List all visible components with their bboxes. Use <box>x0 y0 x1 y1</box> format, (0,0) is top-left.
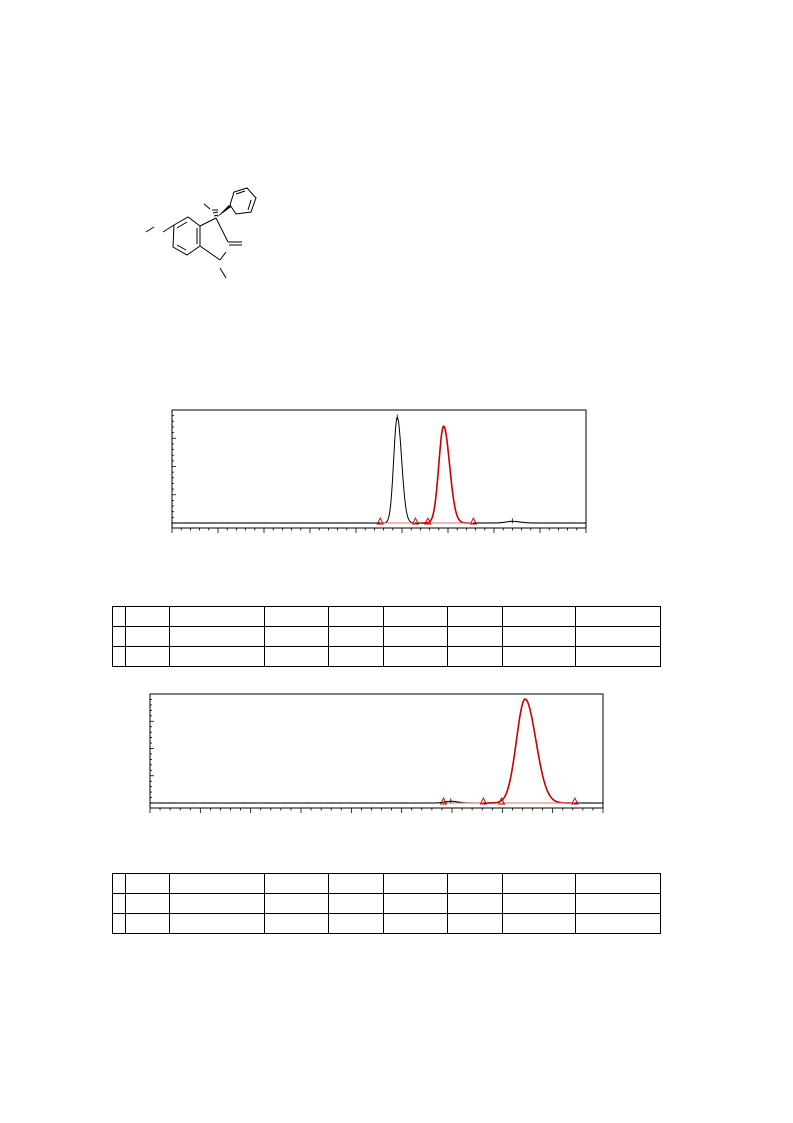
plot-frame <box>171 409 587 529</box>
integration-marker <box>479 796 488 805</box>
integrated-peak <box>486 698 573 804</box>
table-cell <box>169 893 265 914</box>
table-cell <box>447 913 503 934</box>
table-cell <box>328 913 384 934</box>
table-cell <box>575 646 661 667</box>
plot-frame <box>149 693 604 809</box>
integration-marker <box>376 516 384 525</box>
table-cell <box>502 913 576 934</box>
table-cell <box>383 873 448 894</box>
chromatogram-trace <box>149 698 604 804</box>
table-cell <box>575 893 661 914</box>
table-cell <box>502 873 576 894</box>
table-cell <box>125 913 170 934</box>
chromatogram-trace <box>171 417 587 524</box>
table-row <box>112 646 661 667</box>
table-row <box>112 893 661 914</box>
results-table-1 <box>112 606 661 667</box>
table-cell <box>112 893 126 914</box>
integration-marker <box>497 796 506 805</box>
integration-marker <box>571 796 579 805</box>
table-cell <box>264 893 329 914</box>
table-cell <box>328 893 384 914</box>
table-cell <box>112 913 126 934</box>
table-cell <box>125 893 170 914</box>
table-row <box>112 873 661 894</box>
integration-marker <box>424 516 432 525</box>
results-table-2 <box>112 873 661 934</box>
table-cell <box>575 913 661 934</box>
table-cell <box>447 873 503 894</box>
table-cell <box>169 913 265 934</box>
table-cell <box>383 913 448 934</box>
integrated-peak <box>422 425 470 524</box>
table-cell <box>383 893 448 914</box>
table-cell <box>264 913 329 934</box>
table-row <box>112 913 661 934</box>
table-cell <box>447 893 503 914</box>
table-cell <box>328 873 384 894</box>
table-cell <box>112 873 126 894</box>
molecule-structure-drawing <box>145 187 257 279</box>
table-cell <box>125 873 170 894</box>
table-cell <box>264 873 329 894</box>
integration-marker <box>411 516 420 525</box>
table-cell <box>169 873 265 894</box>
table-cell <box>502 893 576 914</box>
table-row <box>112 626 661 647</box>
integration-marker <box>469 516 478 525</box>
table-cell <box>575 873 661 894</box>
integration-marker <box>439 796 448 805</box>
